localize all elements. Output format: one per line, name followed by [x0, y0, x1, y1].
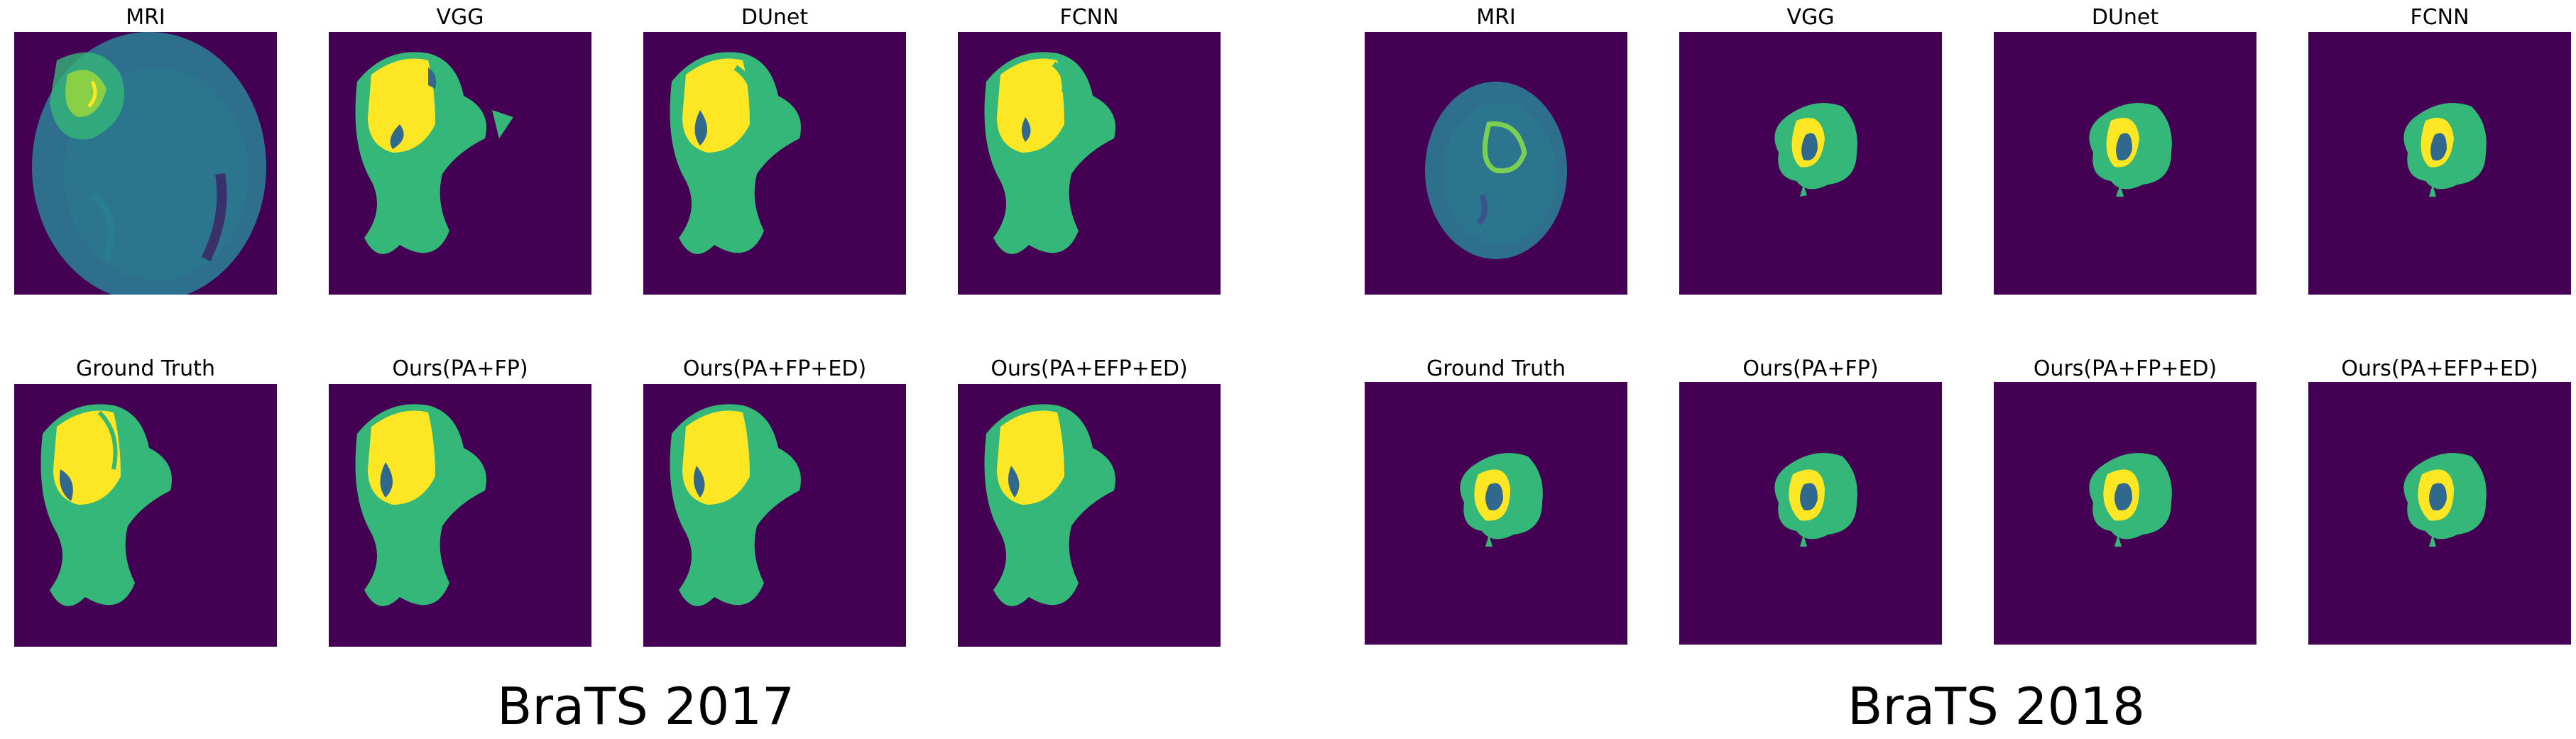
segmentation-map [643, 32, 906, 295]
panel-title: FCNN [1059, 5, 1119, 30]
segmentation-map [958, 32, 1221, 295]
segmentation-map [329, 32, 591, 295]
panel-title: Ours(PA+FP+ED) [2033, 356, 2217, 381]
panel-title: VGG [1786, 5, 1835, 30]
panel-title: Ours(PA+EFP+ED) [2341, 356, 2538, 381]
group-caption: BraTS 2018 [1848, 677, 2145, 736]
segmentation-map [2308, 32, 2571, 295]
segmentation-map [2308, 382, 2571, 645]
panel-title: MRI [1476, 5, 1516, 30]
panel-title: MRI [126, 5, 165, 30]
segmentation-map [958, 384, 1221, 647]
panel-title: Ground Truth [1426, 356, 1566, 381]
panel-title: DUnet [2091, 5, 2159, 30]
panel-title: FCNN [2410, 5, 2469, 30]
panel-title: Ours(PA+EFP+ED) [990, 356, 1188, 381]
mri-image [14, 32, 277, 295]
segmentation-map [1994, 32, 2256, 295]
segmentation-map [643, 384, 906, 647]
segmentation-map [1994, 382, 2256, 645]
panel-title: Ours(PA+FP) [392, 356, 528, 381]
segmentation-map [1365, 382, 1627, 645]
segmentation-map [329, 384, 591, 647]
group-caption: BraTS 2017 [497, 677, 795, 736]
panel-title: Ours(PA+FP+ED) [682, 356, 867, 381]
segmentation-map [14, 384, 277, 647]
segmentation-map [1679, 382, 1942, 645]
mri-image [1365, 32, 1627, 295]
panel-title: Ours(PA+FP) [1742, 356, 1879, 381]
panel-title: VGG [436, 5, 484, 30]
segmentation-map [1679, 32, 1942, 295]
panel-title: DUnet [741, 5, 809, 30]
panel-title: Ground Truth [76, 356, 215, 381]
